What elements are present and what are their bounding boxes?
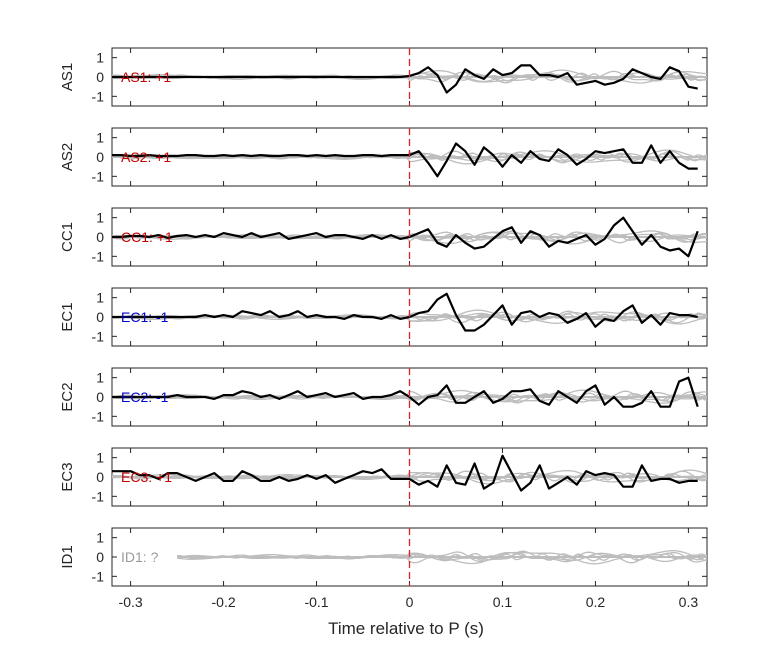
x-tick-label: -0.3 bbox=[119, 594, 143, 610]
y-tick-label: -1 bbox=[92, 488, 105, 504]
y-tick-label: 1 bbox=[96, 130, 104, 146]
y-axis-label: ID1 bbox=[59, 545, 76, 568]
panel-label: AS1: +1 bbox=[121, 69, 171, 85]
y-tick-label: 0 bbox=[96, 69, 104, 85]
main-trace bbox=[112, 142, 698, 178]
y-tick-label: 0 bbox=[96, 149, 104, 165]
panel-ec2: -1 0 1 EC2 EC2: -1 bbox=[59, 367, 708, 427]
plot-area bbox=[176, 550, 707, 565]
y-tick-label: 0 bbox=[96, 549, 104, 565]
y-axis-label: EC1 bbox=[59, 302, 76, 331]
y-tick-label: -1 bbox=[92, 328, 105, 344]
main-trace bbox=[112, 216, 699, 258]
panel-ec1: -1 0 1 EC1 EC1: -1 bbox=[59, 287, 708, 347]
panel-label: EC3: +1 bbox=[121, 469, 172, 485]
x-tick-label: 0 bbox=[406, 594, 414, 610]
x-tick-label: 0.2 bbox=[586, 594, 606, 610]
y-tick-label: -1 bbox=[92, 408, 105, 424]
x-axis-label: Time relative to P (s) bbox=[328, 619, 484, 638]
y-axis-label: EC3 bbox=[59, 462, 76, 491]
x-tick-label: 0.1 bbox=[493, 594, 513, 610]
y-tick-label: -1 bbox=[92, 248, 105, 264]
panel-as1: -1 0 1 AS1 AS1: +1 bbox=[59, 47, 708, 107]
background-trace bbox=[177, 550, 707, 565]
panel-label: AS2: +1 bbox=[121, 149, 171, 165]
main-trace bbox=[112, 64, 698, 94]
y-tick-label: 0 bbox=[96, 229, 104, 245]
panels: -1 0 1 AS1 AS1: +1 -1 0 1 AS2 AS2: +1 -1 0 1 CC1 CC1: … bbox=[59, 47, 708, 587]
x-axis: -0.3 -0.2 -0.1 0 0.1 0.2 0.3 bbox=[119, 594, 699, 610]
y-tick-label: 0 bbox=[96, 389, 104, 405]
panel-label: EC2: -1 bbox=[121, 389, 169, 405]
y-tick-label: 1 bbox=[96, 450, 104, 466]
y-axis-label: AS1 bbox=[59, 63, 76, 91]
panel-cc1: -1 0 1 CC1 CC1: +1 bbox=[59, 207, 708, 267]
y-tick-label: 1 bbox=[96, 530, 104, 546]
y-tick-label: 1 bbox=[96, 210, 104, 226]
y-tick-label: -1 bbox=[92, 168, 105, 184]
y-axis-label: CC1 bbox=[59, 222, 76, 252]
panel-label: EC1: -1 bbox=[121, 309, 169, 325]
panel-ec3: -1 0 1 EC3 EC3: +1 bbox=[59, 447, 708, 507]
panel-label: CC1: +1 bbox=[121, 229, 173, 245]
y-tick-label: 1 bbox=[96, 370, 104, 386]
y-tick-label: 0 bbox=[96, 469, 104, 485]
y-tick-label: -1 bbox=[92, 88, 105, 104]
panel-label: ID1: ? bbox=[121, 549, 159, 565]
x-tick-label: -0.1 bbox=[304, 594, 328, 610]
panel-as2: -1 0 1 AS2 AS2: +1 bbox=[59, 127, 708, 187]
x-tick-label: -0.2 bbox=[212, 594, 236, 610]
y-tick-label: -1 bbox=[92, 568, 105, 584]
y-axis-label: AS2 bbox=[59, 143, 76, 171]
y-axis-label: EC2 bbox=[59, 382, 76, 411]
y-tick-label: 1 bbox=[96, 50, 104, 66]
y-tick-label: 1 bbox=[96, 290, 104, 306]
x-tick-label: 0.3 bbox=[679, 594, 699, 610]
main-trace bbox=[112, 454, 698, 492]
y-tick-label: 0 bbox=[96, 309, 104, 325]
main-trace bbox=[112, 376, 699, 408]
panel-id1: -1 0 1 ID1 ID1: ? bbox=[59, 527, 708, 587]
main-trace bbox=[112, 292, 698, 332]
